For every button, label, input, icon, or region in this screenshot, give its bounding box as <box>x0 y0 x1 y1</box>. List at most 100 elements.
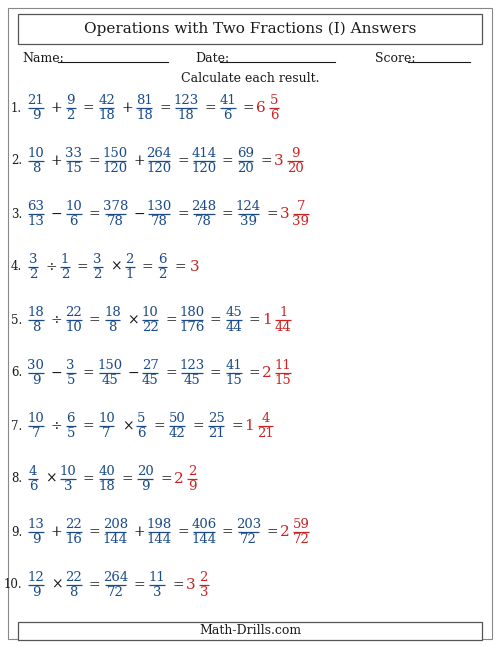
Text: =: = <box>177 525 188 539</box>
Text: =: = <box>154 419 165 433</box>
Text: 1: 1 <box>60 253 69 266</box>
Text: 120: 120 <box>146 162 172 175</box>
Text: 3.: 3. <box>11 208 22 221</box>
Text: ×: × <box>122 419 134 433</box>
Text: 6.: 6. <box>11 366 22 380</box>
Text: 33: 33 <box>65 147 82 160</box>
Text: 9: 9 <box>32 533 40 546</box>
Text: 248: 248 <box>191 200 216 213</box>
Text: 4: 4 <box>29 465 37 478</box>
Text: 11: 11 <box>148 571 166 584</box>
Text: =: = <box>177 207 188 221</box>
Text: 20: 20 <box>137 465 154 478</box>
Text: 198: 198 <box>146 518 172 531</box>
Text: 6: 6 <box>66 412 75 425</box>
Text: =: = <box>231 419 242 433</box>
Text: 39: 39 <box>292 215 310 228</box>
Text: ×: × <box>51 578 62 592</box>
Text: 45: 45 <box>226 306 242 319</box>
Text: 30: 30 <box>28 359 44 372</box>
Text: +: + <box>51 154 62 168</box>
Text: 5: 5 <box>66 427 75 440</box>
Text: 208: 208 <box>103 518 128 531</box>
Text: =: = <box>83 366 94 380</box>
Text: 3: 3 <box>153 586 162 599</box>
Text: 414: 414 <box>191 147 216 160</box>
Text: 2: 2 <box>280 525 289 539</box>
Text: 63: 63 <box>28 200 44 213</box>
Text: 1: 1 <box>279 306 287 319</box>
Text: ÷: ÷ <box>51 313 62 327</box>
Text: 21: 21 <box>28 94 44 107</box>
Text: =: = <box>83 101 94 115</box>
Text: =: = <box>260 154 272 168</box>
Text: 18: 18 <box>104 306 121 319</box>
Text: =: = <box>77 260 88 274</box>
Text: =: = <box>222 154 234 168</box>
Text: 5.: 5. <box>11 314 22 327</box>
Text: 44: 44 <box>226 321 242 334</box>
Text: 42: 42 <box>169 427 186 440</box>
Text: 10: 10 <box>142 306 158 319</box>
Text: Calculate each result.: Calculate each result. <box>181 72 320 85</box>
Text: 7: 7 <box>32 427 40 440</box>
Text: −: − <box>128 366 139 380</box>
Text: =: = <box>249 366 260 380</box>
Text: 3: 3 <box>64 480 72 493</box>
Text: 10.: 10. <box>4 578 22 591</box>
Text: 9: 9 <box>188 480 196 493</box>
Text: +: + <box>134 154 145 168</box>
Text: 45: 45 <box>101 374 118 387</box>
Text: 1: 1 <box>244 419 254 433</box>
Text: 8: 8 <box>32 162 40 175</box>
Text: =: = <box>88 525 101 539</box>
Text: −: − <box>51 207 62 221</box>
Text: 3: 3 <box>200 586 208 599</box>
Text: 406: 406 <box>191 518 216 531</box>
Text: 7: 7 <box>102 427 111 440</box>
Text: 6: 6 <box>137 427 145 440</box>
Text: =: = <box>177 154 188 168</box>
Text: 123: 123 <box>180 359 204 372</box>
Text: 41: 41 <box>220 94 236 107</box>
Text: =: = <box>222 525 234 539</box>
Text: Operations with Two Fractions (I) Answers: Operations with Two Fractions (I) Answer… <box>84 22 416 36</box>
Text: =: = <box>88 313 101 327</box>
Text: 2.: 2. <box>11 155 22 168</box>
Text: 8.: 8. <box>11 472 22 485</box>
Text: 2: 2 <box>188 465 196 478</box>
Text: 5: 5 <box>66 374 75 387</box>
Text: =: = <box>88 578 101 592</box>
Text: 11: 11 <box>275 359 291 372</box>
Text: 10: 10 <box>60 465 76 478</box>
Text: =: = <box>88 207 101 221</box>
Text: 20: 20 <box>286 162 304 175</box>
Text: 144: 144 <box>103 533 128 546</box>
Text: 15: 15 <box>226 374 242 387</box>
Text: 203: 203 <box>236 518 261 531</box>
Text: +: + <box>134 525 145 539</box>
Text: 42: 42 <box>98 94 115 107</box>
Text: 10: 10 <box>66 200 82 213</box>
Text: 78: 78 <box>150 215 168 228</box>
Text: ×: × <box>110 260 122 274</box>
Text: 9: 9 <box>291 147 300 160</box>
Text: 9: 9 <box>32 586 40 599</box>
Text: =: = <box>210 313 222 327</box>
Text: 7: 7 <box>296 200 305 213</box>
FancyBboxPatch shape <box>18 14 482 44</box>
Text: 15: 15 <box>66 162 82 175</box>
Text: 45: 45 <box>184 374 200 387</box>
Text: 50: 50 <box>169 412 186 425</box>
Text: =: = <box>83 419 94 433</box>
Text: 78: 78 <box>107 215 124 228</box>
Text: 10: 10 <box>28 147 44 160</box>
Text: 4.: 4. <box>11 261 22 274</box>
Text: 6: 6 <box>256 101 266 115</box>
Text: 22: 22 <box>66 306 82 319</box>
Text: 72: 72 <box>292 533 310 546</box>
Text: =: = <box>83 472 94 486</box>
Text: 9: 9 <box>32 374 40 387</box>
Text: 18: 18 <box>98 480 115 493</box>
Text: ÷: ÷ <box>51 419 62 433</box>
